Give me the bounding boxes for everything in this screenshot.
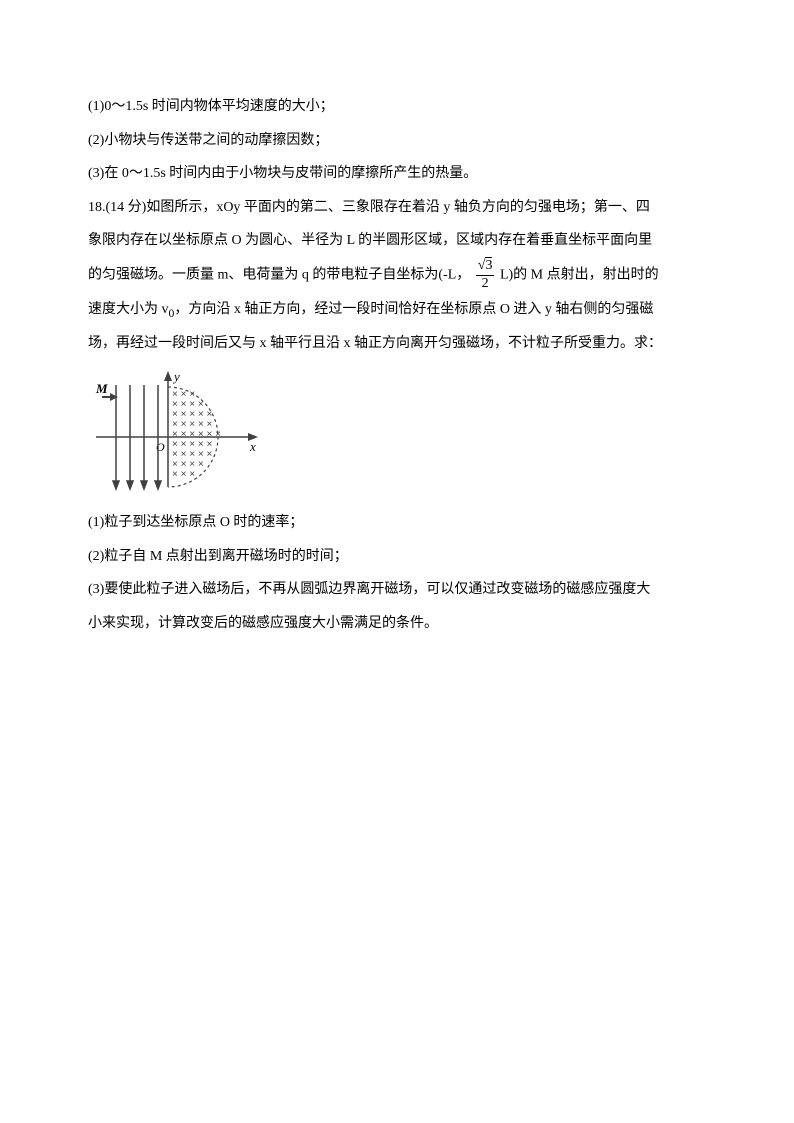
velocity-text-after: ，方向沿 x 轴正方向，经过一段时间恰好在坐标原点 O 进入 y 轴右侧的匀强磁 [174, 302, 653, 317]
svg-text:y: y [172, 369, 180, 384]
sub-question-1: (1)粒子到达坐标原点 O 时的速率； [88, 506, 706, 540]
problem-18-line-a: 18.(14 分)如图所示，xOy 平面内的第二、三象限存在着沿 y 轴负方向的… [88, 191, 706, 225]
svg-text:× × ×: × × × [172, 469, 195, 480]
problem-18-line-e: 场，再经过一段时间后又与 x 轴平行且沿 x 轴正方向离开匀强磁场，不计粒子所受… [88, 327, 706, 361]
problem-18-line-c: 的匀强磁场。一质量 m、电荷量为 q 的带电粒子自坐标为(-L， √32 L)的… [88, 258, 706, 293]
svg-text:x: x [249, 439, 256, 454]
physics-diagram: y x O M × × × × × × × × × × × × × × × × … [88, 367, 706, 500]
velocity-text: 速度大小为 v [88, 302, 169, 317]
fraction-sqrt3-over-2: √32 [476, 258, 495, 293]
problem-18-line-b: 象限内存在以坐标原点 O 为圆心、半径为 L 的半圆形区域，区域内存在着垂直坐标… [88, 224, 706, 258]
problem-18-line-d: 速度大小为 v0，方向沿 x 轴正方向，经过一段时间恰好在坐标原点 O 进入 y… [88, 293, 706, 328]
question-1: (1)0～1.5s 时间内物体平均速度的大小； [88, 90, 706, 124]
question-3: (3)在 0～1.5s 时间内由于小物块与皮带间的摩擦所产生的热量。 [88, 157, 706, 191]
sub-question-2: (2)粒子自 M 点射出到离开磁场时的时间； [88, 540, 706, 574]
text-pre-fraction: 的匀强磁场。一质量 m、电荷量为 q 的带电粒子自坐标为(-L， [88, 267, 470, 282]
question-2: (2)小物块与传送带之间的动摩擦因数； [88, 124, 706, 158]
svg-text:M: M [95, 381, 108, 396]
diagram-svg: y x O M × × × × × × × × × × × × × × × × … [88, 367, 266, 495]
sub-question-3a: (3)要使此粒子进入磁场后，不再从圆弧边界离开磁场，可以仅通过改变磁场的磁感应强… [88, 573, 706, 607]
sub-question-3b: 小来实现，计算改变后的磁感应强度大小需满足的条件。 [88, 607, 706, 641]
text-post-fraction: L)的 M 点射出，射出时的 [500, 267, 659, 282]
